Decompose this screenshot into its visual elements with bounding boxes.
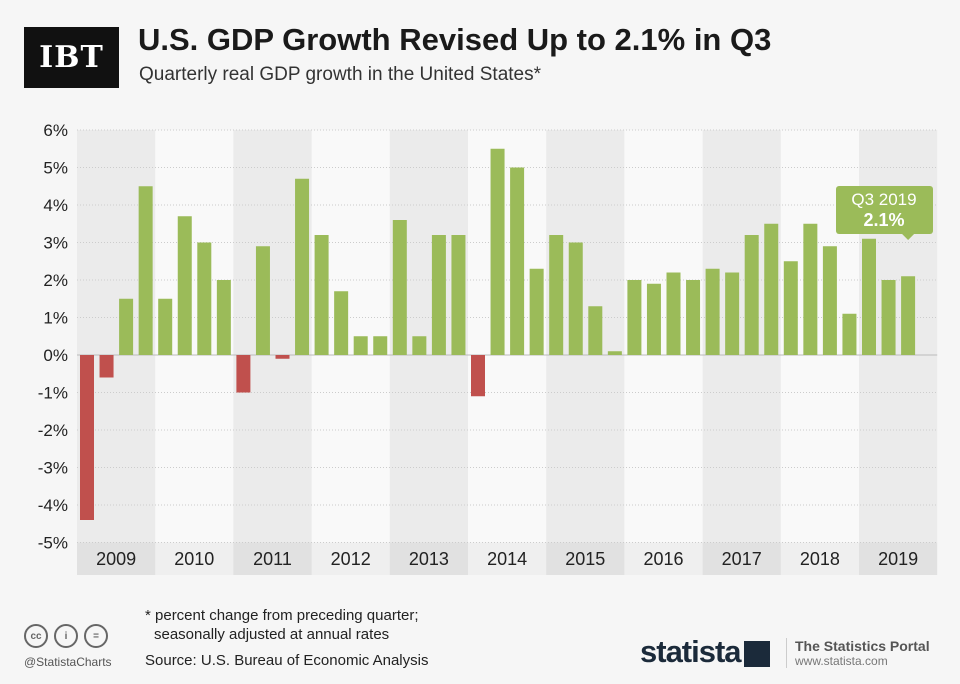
annotation-value: 2.1% [863,210,904,230]
bar [744,235,759,355]
x-tick-label: 2013 [409,549,449,569]
bar [412,336,427,355]
y-tick-label: -4% [38,496,68,515]
bar [119,298,134,355]
portal-info: The Statistics Portal www.statista.com [786,638,930,668]
bar [490,148,505,355]
bar [275,355,290,359]
y-tick-label: 4% [43,196,68,215]
bar [607,351,622,355]
bar [80,355,94,520]
bar [158,298,173,355]
bar [471,355,485,397]
bar [138,186,153,355]
footnote-line-1: * percent change from preceding quarter; [145,607,419,624]
chart-subtitle: Quarterly real GDP growth in the United … [139,64,542,85]
bar [216,280,231,355]
bar [295,178,310,355]
bar [236,355,251,393]
statista-mark-icon [744,641,770,667]
y-tick-label: 6% [43,121,68,140]
y-tick-label: -2% [38,421,68,440]
license-icons: cc i = [24,624,108,648]
footnote-line-2: seasonally adjusted at annual rates [154,626,390,643]
y-tick-label: -1% [38,384,68,403]
bar-chart: -5% -4% -3% -2% -1% 0% 1% 2% 3% 4% 5% 6% 2009 2010 201… [38,121,938,575]
bar [646,283,661,355]
bar [451,235,466,355]
x-tick-label: 2015 [565,549,605,569]
bar [803,223,818,355]
x-tick-label: 2019 [878,549,918,569]
bar [353,336,368,355]
bar [705,268,720,355]
portal-title: The Statistics Portal [795,638,930,654]
bar [842,313,857,355]
y-tick-label: 2% [43,271,68,290]
bar [431,235,446,355]
x-tick-label: 2018 [800,549,840,569]
footnote: * percent change from preceding quarter;… [145,606,419,644]
bar [901,276,916,355]
x-tick-label: 2014 [487,549,527,569]
bar [529,268,544,355]
x-tick-label: 2012 [331,549,371,569]
ibt-logo: IBT [24,27,119,88]
x-tick-label: 2010 [174,549,214,569]
y-tick-label: 0% [43,346,68,365]
bar [822,246,837,355]
statista-logo[interactable]: statista [640,634,742,669]
bar [881,280,896,355]
x-tick-label: 2016 [643,549,683,569]
cc-icon: cc [24,624,48,648]
bar [549,235,564,355]
bar [373,336,388,355]
bar [588,306,603,355]
attribution-icon: i [54,624,78,648]
x-tick-label: 2009 [96,549,136,569]
x-tick-label: 2011 [253,549,292,569]
y-tick-label: 1% [43,309,68,328]
y-tick-label: 5% [43,159,68,178]
bar [99,355,114,378]
y-tick-label: -3% [38,459,68,478]
source: Source: U.S. Bureau of Economic Analysis [145,652,429,669]
bar [334,291,349,355]
x-tick-label: 2017 [722,549,762,569]
bar [255,246,270,355]
bar [862,238,876,355]
bar [568,242,583,355]
bar [666,272,681,355]
bar [510,167,525,355]
annotation-pointer [902,234,915,240]
chart-title: U.S. GDP Growth Revised Up to 2.1% in Q3 [138,22,772,57]
bar [764,223,779,355]
y-tick-label: -5% [38,534,68,553]
bar [392,220,407,355]
annotation-label: Q3 2019 [851,190,916,209]
bar [725,272,740,355]
bar [627,280,642,355]
no-derivatives-icon: = [84,624,108,648]
portal-url[interactable]: www.statista.com [795,654,888,668]
annotation-box [836,186,933,234]
bar [197,242,212,355]
bar [314,235,329,355]
twitter-handle: @StatistaCharts [24,655,112,669]
y-tick-label: 3% [43,234,68,253]
bar [783,261,798,355]
bar [686,280,701,355]
x-axis-band [77,542,938,575]
bar [177,216,192,355]
